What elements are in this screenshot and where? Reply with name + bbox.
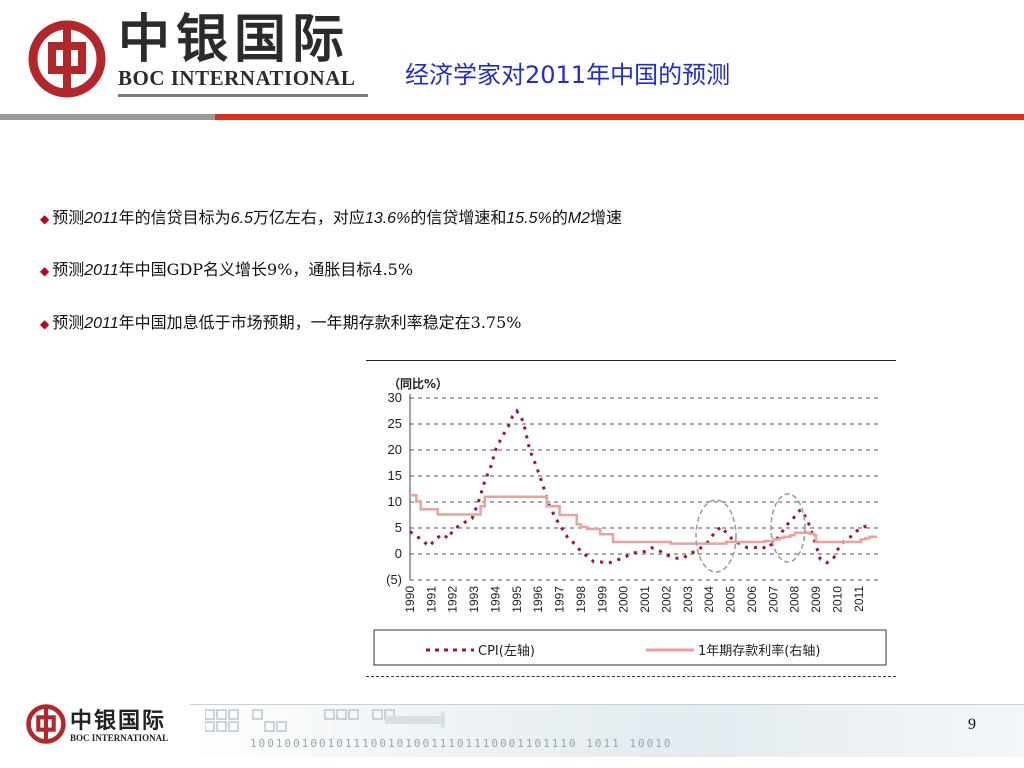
y-tick-label: 20	[388, 442, 402, 457]
x-tick-label: 1996	[531, 586, 545, 613]
x-tick-label: 2003	[681, 586, 695, 613]
series-line-deposit-rate	[410, 493, 878, 545]
series-line-cpi	[409, 408, 872, 565]
bullet-emphasis: 6.5	[230, 210, 253, 227]
x-tick-label: 1998	[574, 586, 588, 613]
bullet-text: 预测2011年的信贷目标为6.5万亿左右，对应13.6%的信贷增速和15.5%的…	[52, 208, 622, 227]
footer-logo-english: BOC INTERNATIONAL	[70, 733, 169, 743]
bullet-1: ◆ 预测2011年的信贷目标为6.5万亿左右，对应13.6%的信贷增速和15.5%…	[40, 204, 622, 228]
header-bar-gray	[0, 114, 215, 120]
bullet-emphasis: 13.6%	[364, 210, 411, 227]
slide-title: 经济学家对2011年中国的预测	[405, 61, 731, 89]
x-tick-label: 2006	[745, 586, 759, 613]
chart-annotations	[695, 493, 806, 573]
boc-logo-icon	[28, 20, 106, 98]
y-tick-label: 25	[388, 416, 402, 431]
bullet-segment: 年中国GDP名义增长9%，通胀目标4.5%	[118, 260, 414, 279]
x-tick-label: 2001	[638, 586, 652, 613]
bullet-segment: 年中国加息低于市场预期，一年期存款利率稳定在3.75%	[118, 313, 522, 332]
bullet-segment: 万亿左右，对应	[252, 208, 365, 227]
chart-series	[409, 408, 878, 565]
y-tick-label: 0	[395, 546, 402, 561]
y-tick-label: 15	[388, 468, 402, 483]
chart-bottom-rule	[366, 676, 896, 677]
chart-legend-box	[373, 629, 887, 666]
x-tick-label: 1999	[595, 586, 609, 613]
bullet-diamond-icon: ◆	[40, 264, 50, 278]
y-tick-label: 10	[388, 494, 402, 509]
x-tick-label: 2009	[809, 586, 823, 613]
highlight-circle-2004	[695, 499, 737, 573]
footer-squares-icon	[205, 709, 445, 732]
bullet-2: ◆ 预测2011年中国GDP名义增长9%，通胀目标4.5%	[40, 256, 413, 280]
x-tick-label: 2005	[724, 586, 738, 613]
y-tick-label: 5	[395, 520, 402, 535]
bullet-diamond-icon: ◆	[40, 317, 50, 331]
legend-label-deposit-rate: 1年期存款利率(右轴)	[698, 643, 820, 659]
logo-underline	[118, 94, 368, 97]
bullet-segment: 预测	[52, 208, 85, 227]
bullet-emphasis: 15.5%	[506, 210, 552, 227]
bullet-emphasis: 2011	[84, 315, 119, 332]
x-tick-label: 1991	[424, 586, 438, 613]
bullet-segment: 年的信贷目标为	[118, 208, 231, 227]
chart-grid	[410, 397, 878, 581]
logo-english-name: BOC INTERNATIONAL	[118, 66, 356, 90]
x-tick-label: 2011	[852, 586, 866, 612]
bullet-segment: 增速	[589, 208, 622, 227]
bullet-text: 预测2011年中国GDP名义增长9%，通胀目标4.5%	[52, 260, 413, 279]
chart-x-axis: 1990 1991 1992 1993 1994 1995 1996 1997 1998 1999…	[403, 586, 866, 613]
bullet-text: 预测2011年中国加息低于市场预期，一年期存款利率稳定在3.75%	[52, 313, 521, 332]
y-tick-label: 30	[388, 390, 402, 405]
bullet-3: ◆ 预测2011年中国加息低于市场预期，一年期存款利率稳定在3.75%	[40, 309, 522, 333]
footer-binary-text: 10010010010111001010011101110001101110 1…	[250, 737, 673, 750]
logo-chinese-name: 中银国际	[118, 9, 351, 70]
header-bar-red	[215, 114, 1024, 120]
x-tick-label: 1997	[553, 586, 567, 613]
footer-decorative-band	[190, 705, 1024, 757]
x-tick-label: 1994	[488, 586, 502, 613]
chart-y-axis: 30 25 20 15 10 5 0 (5)	[386, 390, 411, 587]
footer-boc-logo-icon	[26, 704, 66, 744]
y-tick-label: (5)	[386, 572, 402, 587]
bullet-emphasis: 2011	[84, 262, 119, 279]
x-tick-label: 2010	[830, 586, 844, 613]
x-tick-label: 2007	[766, 586, 780, 613]
chart-unit-label: （同比%）	[388, 376, 448, 391]
page-number: 9	[968, 716, 976, 733]
bullet-segment: 预测	[52, 260, 85, 279]
x-tick-label: 2002	[659, 586, 673, 613]
legend-label-cpi: CPI(左轴)	[478, 644, 535, 659]
x-tick-label: 1990	[403, 586, 417, 613]
bullet-segment: 的信贷增速和	[410, 208, 507, 227]
cpi-deposit-rate-chart: 30 25 20 15 10 5 0 (5) 1990 1991 1992 1993 1994 1995…	[373, 376, 887, 666]
bullet-diamond-icon: ◆	[40, 212, 50, 226]
x-tick-label: 1992	[446, 586, 460, 613]
bullet-emphasis: 2011	[84, 210, 119, 227]
footer-rule	[190, 704, 1024, 705]
x-tick-label: 1995	[510, 586, 524, 613]
x-tick-label: 2004	[702, 586, 716, 613]
x-tick-label: 2000	[617, 586, 631, 613]
chart-top-rule	[366, 360, 896, 361]
bullet-segment: 的	[551, 208, 568, 227]
highlight-circle-2008	[770, 493, 806, 563]
bullet-segment: 预测	[52, 313, 85, 332]
x-tick-label: 1993	[467, 586, 481, 613]
footer-logo-chinese: 中银国际	[70, 708, 167, 734]
bullet-emphasis: M2	[567, 210, 590, 227]
x-tick-label: 2008	[788, 586, 802, 613]
